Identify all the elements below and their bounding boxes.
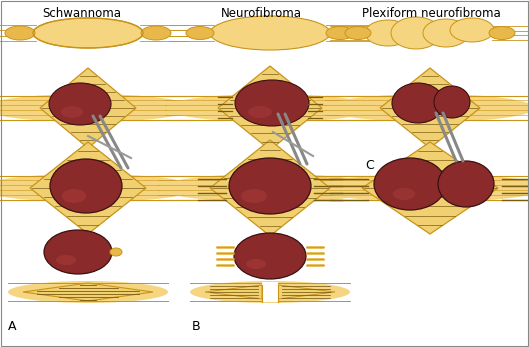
Ellipse shape <box>33 18 143 48</box>
Ellipse shape <box>5 26 35 40</box>
Polygon shape <box>218 66 322 150</box>
Ellipse shape <box>325 94 529 122</box>
Ellipse shape <box>391 17 441 49</box>
Polygon shape <box>362 142 498 234</box>
Text: C: C <box>365 159 374 172</box>
Ellipse shape <box>450 18 494 42</box>
Ellipse shape <box>8 281 168 303</box>
Ellipse shape <box>0 94 193 122</box>
Ellipse shape <box>248 106 272 118</box>
Ellipse shape <box>434 86 470 118</box>
Ellipse shape <box>210 16 330 50</box>
Polygon shape <box>210 140 330 236</box>
Ellipse shape <box>392 83 444 123</box>
Ellipse shape <box>0 174 198 202</box>
Polygon shape <box>40 68 136 148</box>
Ellipse shape <box>374 158 446 210</box>
Ellipse shape <box>393 188 415 200</box>
Ellipse shape <box>489 26 515 40</box>
Text: Neurofibroma: Neurofibroma <box>221 7 303 20</box>
Ellipse shape <box>246 259 266 269</box>
Ellipse shape <box>229 158 311 214</box>
Ellipse shape <box>235 80 309 126</box>
Ellipse shape <box>62 189 86 203</box>
Ellipse shape <box>49 83 111 125</box>
Ellipse shape <box>186 26 214 40</box>
Polygon shape <box>205 285 262 299</box>
Ellipse shape <box>438 161 494 207</box>
Polygon shape <box>278 285 335 299</box>
Text: Schwannoma: Schwannoma <box>42 7 122 20</box>
Polygon shape <box>380 68 480 148</box>
Ellipse shape <box>326 26 354 40</box>
Ellipse shape <box>165 94 375 122</box>
Ellipse shape <box>56 255 76 265</box>
Polygon shape <box>23 283 153 301</box>
Ellipse shape <box>158 174 382 202</box>
Ellipse shape <box>345 26 371 40</box>
Ellipse shape <box>423 19 469 47</box>
Bar <box>262 282 278 302</box>
Ellipse shape <box>110 248 122 256</box>
Ellipse shape <box>190 281 350 303</box>
Text: B: B <box>192 320 200 333</box>
Ellipse shape <box>241 189 267 203</box>
Text: A: A <box>8 320 16 333</box>
Ellipse shape <box>61 106 83 118</box>
Ellipse shape <box>44 230 112 274</box>
Ellipse shape <box>141 26 171 40</box>
Polygon shape <box>30 142 146 234</box>
Text: Plexiform neurofibroma: Plexiform neurofibroma <box>362 7 500 20</box>
Ellipse shape <box>365 20 411 46</box>
Ellipse shape <box>315 174 529 202</box>
Ellipse shape <box>50 159 122 213</box>
Ellipse shape <box>234 233 306 279</box>
